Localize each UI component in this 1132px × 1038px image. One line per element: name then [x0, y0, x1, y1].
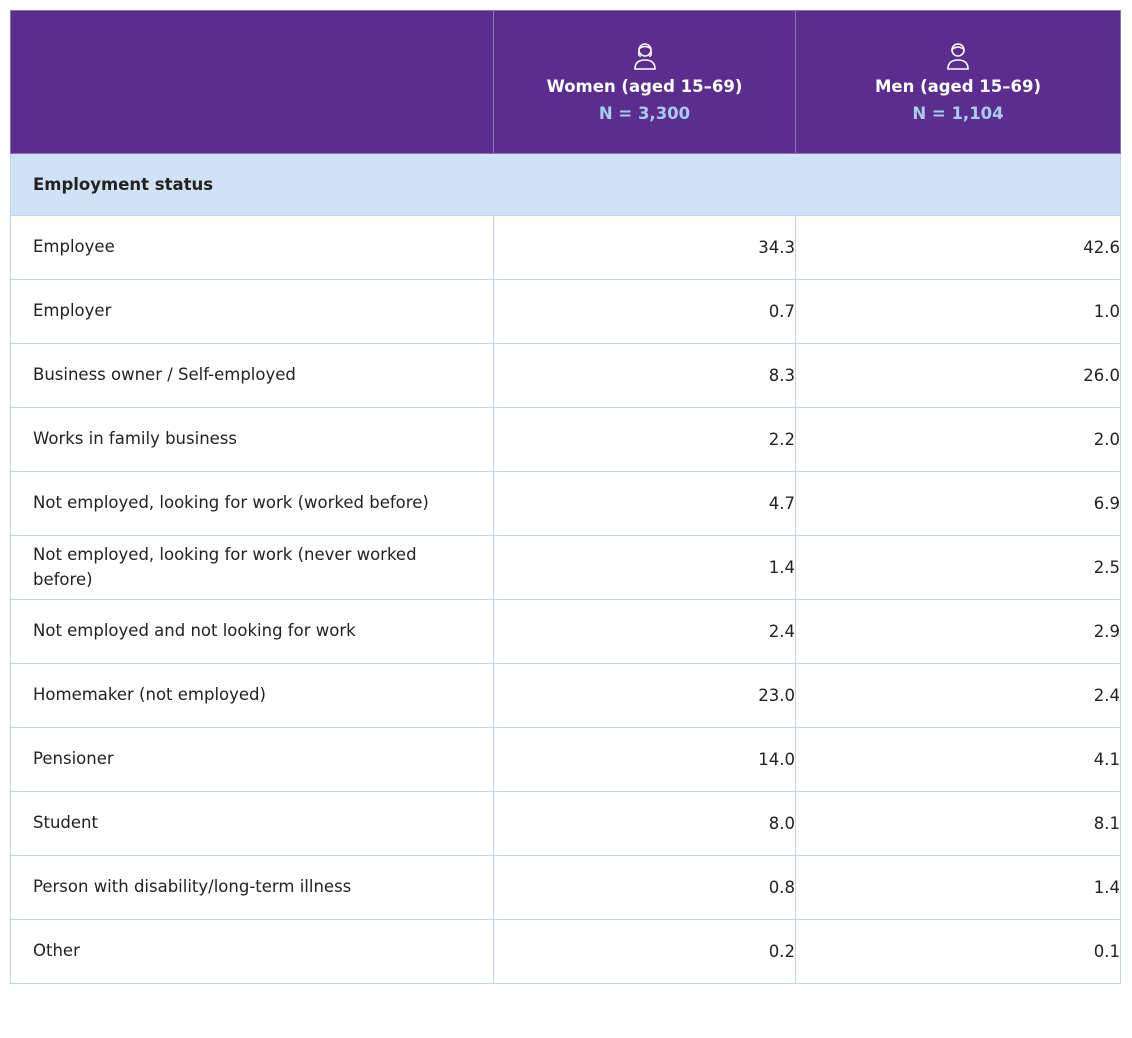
row-label: Person with disability/long-term illness — [10, 855, 494, 920]
row: Other 0.2 0.1 — [10, 919, 1121, 984]
women-value: 8.0 — [493, 791, 796, 856]
men-value: 8.1 — [795, 791, 1121, 856]
women-value: 23.0 — [493, 663, 796, 728]
men-value: 6.9 — [795, 471, 1121, 536]
row-label: Employee — [10, 215, 494, 280]
table: Women (aged 15–69) N = 3,300 Men (aged 1… — [10, 10, 1121, 984]
women-value: 0.2 — [493, 919, 796, 984]
women-value: 0.7 — [493, 279, 796, 344]
men-value: 4.1 — [795, 727, 1121, 792]
header-n: N = 1,104 — [912, 104, 1004, 123]
men-value: 0.1 — [795, 919, 1121, 984]
row: Employer 0.7 1.0 — [10, 279, 1121, 344]
row: Pensioner 14.0 4.1 — [10, 727, 1121, 792]
men-value: 42.6 — [795, 215, 1121, 280]
table-body: Employment status Employee 34.3 42.6 Employ… — [10, 153, 1121, 984]
men-value: 1.0 — [795, 279, 1121, 344]
row-label: Employer — [10, 279, 494, 344]
row: Employee 34.3 42.6 — [10, 215, 1121, 280]
header-n: N = 3,300 — [598, 104, 691, 123]
men-value: 1.4 — [795, 855, 1121, 920]
row: Not employed and not looking for work 2.4… — [10, 599, 1121, 664]
header-women: Women (aged 15–69) N = 3,300 — [493, 10, 796, 154]
row-label: Other — [10, 919, 494, 984]
men-value: 2.0 — [795, 407, 1121, 472]
men-icon — [947, 43, 969, 70]
women-value: 8.3 — [493, 343, 796, 408]
row: Not employed, looking for work (never wo… — [10, 535, 1121, 600]
row-label: Not employed, looking for work (never wo… — [10, 535, 494, 600]
header-men: Men (aged 15–69) N = 1,104 — [795, 10, 1121, 154]
men-value: 2.9 — [795, 599, 1121, 664]
women-value: 4.7 — [493, 471, 796, 536]
women-value: 2.2 — [493, 407, 796, 472]
men-value: 26.0 — [795, 343, 1121, 408]
women-value: 2.4 — [493, 599, 796, 664]
header-empty — [10, 10, 494, 154]
section-row: Employment status — [10, 153, 1121, 216]
women-value: 0.8 — [493, 855, 796, 920]
header-row: Women (aged 15–69) N = 3,300 Men (aged 1… — [10, 10, 1121, 154]
header-label: Women (aged 15–69) — [546, 77, 743, 96]
row-label: Student — [10, 791, 494, 856]
men-value: 2.5 — [795, 535, 1121, 600]
table-wrap: Women (aged 15–69) N = 3,300 Men (aged 1… — [10, 10, 1121, 984]
row: Homemaker (not employed) 23.0 2.4 — [10, 663, 1121, 728]
women-value: 34.3 — [493, 215, 796, 280]
women-value: 14.0 — [493, 727, 796, 792]
men-value: 2.4 — [795, 663, 1121, 728]
row: Not employed, looking for work (worked b… — [10, 471, 1121, 536]
women-icon — [633, 43, 656, 70]
row: Business owner / Self-employed 8.3 26.0 — [10, 343, 1121, 408]
row-label: Pensioner — [10, 727, 494, 792]
row-label: Not employed, looking for work (worked b… — [10, 471, 494, 536]
row: Student 8.0 8.1 — [10, 791, 1121, 856]
row-label: Homemaker (not employed) — [10, 663, 494, 728]
row: Person with disability/long-term illness… — [10, 855, 1121, 920]
women-value: 1.4 — [493, 535, 796, 600]
row-label: Works in family business — [10, 407, 494, 472]
header-label: Men (aged 15–69) — [874, 77, 1042, 96]
table-header: Women (aged 15–69) N = 3,300 Men (aged 1… — [10, 10, 1121, 154]
section-title: Employment status — [10, 153, 1121, 216]
row-label: Not employed and not looking for work — [10, 599, 494, 664]
row-label: Business owner / Self-employed — [10, 343, 494, 408]
row: Works in family business 2.2 2.0 — [10, 407, 1121, 472]
